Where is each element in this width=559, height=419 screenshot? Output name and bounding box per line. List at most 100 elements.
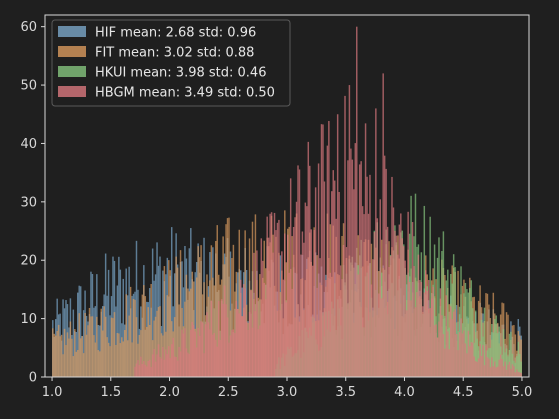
histogram-bar: [480, 355, 483, 377]
histogram-bar: [84, 313, 86, 377]
histogram-bar: [458, 332, 461, 377]
histogram-bar: [345, 247, 348, 377]
histogram-bar: [119, 343, 122, 377]
histogram-bar: [379, 199, 381, 377]
histogram-bar: [336, 114, 339, 377]
histogram-bar: [300, 254, 302, 377]
histogram-bar: [209, 280, 211, 377]
histogram-bar: [291, 288, 293, 377]
histogram-bar: [179, 250, 182, 377]
histogram-bar: [178, 304, 180, 377]
histogram-bar: [375, 108, 377, 378]
histogram-bar: [212, 334, 214, 377]
histogram-bar: [106, 295, 108, 377]
histogram-bar: [472, 308, 474, 377]
histogram-bar: [99, 351, 101, 377]
histogram-bar: [442, 231, 445, 377]
histogram-bar: [430, 298, 433, 377]
histogram-bar: [135, 363, 138, 377]
histogram-bar: [488, 358, 490, 377]
histogram-bar: [166, 354, 169, 377]
histogram-bar: [203, 353, 205, 377]
histogram-bar: [219, 340, 221, 377]
histogram-bar: [451, 319, 453, 377]
histogram-bar: [247, 330, 249, 377]
histogram-bar: [116, 333, 119, 377]
histogram-bar: [60, 334, 63, 377]
histogram-bar: [125, 294, 127, 377]
histogram-bar: [94, 306, 97, 377]
histogram-bar: [519, 372, 521, 377]
histogram-bar: [520, 339, 522, 377]
histogram-bar: [350, 148, 352, 377]
histogram-bar: [122, 341, 124, 377]
x-tick-label: 1.0: [42, 385, 63, 400]
histogram-bar: [472, 342, 474, 377]
histogram-bar: [489, 318, 492, 377]
histogram-bar: [110, 317, 113, 377]
histogram-bar: [131, 342, 133, 377]
histogram-bar: [510, 331, 512, 377]
histogram-bar: [479, 285, 481, 377]
histogram-bar: [175, 357, 177, 377]
histogram-bar: [151, 354, 154, 377]
histogram-bar: [220, 299, 223, 377]
x-tick-label: 1.5: [100, 385, 121, 400]
histogram-bar: [303, 242, 305, 377]
histogram-bar: [121, 337, 123, 377]
histogram-bar: [188, 353, 191, 377]
histogram-bar: [294, 217, 296, 377]
histogram-bar: [389, 255, 392, 377]
histogram-bar: [367, 213, 370, 377]
histogram-bar: [185, 348, 188, 377]
histogram-bar: [400, 213, 402, 377]
histogram-bar: [373, 232, 376, 377]
x-tick-label: 2.0: [159, 385, 180, 400]
histogram-bar: [187, 352, 189, 377]
histogram-bar: [194, 331, 196, 377]
histogram-bar: [433, 325, 436, 377]
histogram-bar: [72, 356, 75, 377]
histogram-bar: [376, 218, 379, 377]
histogram-bar: [185, 274, 188, 377]
histogram-bar: [423, 292, 426, 377]
histogram-bar: [314, 187, 317, 377]
histogram-bar: [132, 298, 135, 377]
histogram-bar: [325, 280, 327, 377]
histogram-bar: [203, 282, 205, 377]
histogram-bar: [422, 306, 424, 377]
histogram-bar: [137, 289, 139, 377]
histogram-bar: [395, 235, 398, 377]
histogram-bar: [499, 314, 502, 377]
histogram-bar: [504, 361, 506, 377]
histogram-bar: [198, 335, 201, 377]
histogram-bar: [511, 325, 514, 377]
histogram-bar: [354, 143, 357, 377]
histogram-bar: [488, 304, 490, 377]
histogram-bar: [508, 361, 511, 377]
histogram-bar: [495, 367, 497, 377]
histogram-bar: [281, 251, 283, 377]
histogram-bar: [516, 369, 518, 377]
histogram-bar: [173, 317, 176, 377]
histogram-bar: [364, 123, 367, 378]
histogram-bar: [263, 282, 265, 377]
histogram-bar: [101, 330, 104, 377]
histogram-bar: [369, 174, 371, 377]
histogram-bar: [194, 272, 196, 377]
histogram-bar: [197, 246, 199, 377]
histogram-bar: [217, 301, 220, 377]
histogram-bar: [204, 324, 207, 377]
x-tick-label: 2.5: [218, 385, 239, 400]
histogram-bar: [425, 270, 427, 377]
histogram-bar: [513, 325, 515, 377]
histogram-bar: [182, 333, 185, 377]
histogram-bar: [148, 324, 151, 377]
histogram-bar: [85, 334, 88, 377]
histogram-bar: [94, 342, 97, 377]
y-tick-label: 0: [29, 371, 37, 386]
histogram-bar: [466, 353, 468, 377]
histogram-bar: [429, 308, 431, 377]
histogram-bar: [339, 265, 342, 377]
histogram-bar: [432, 286, 434, 377]
